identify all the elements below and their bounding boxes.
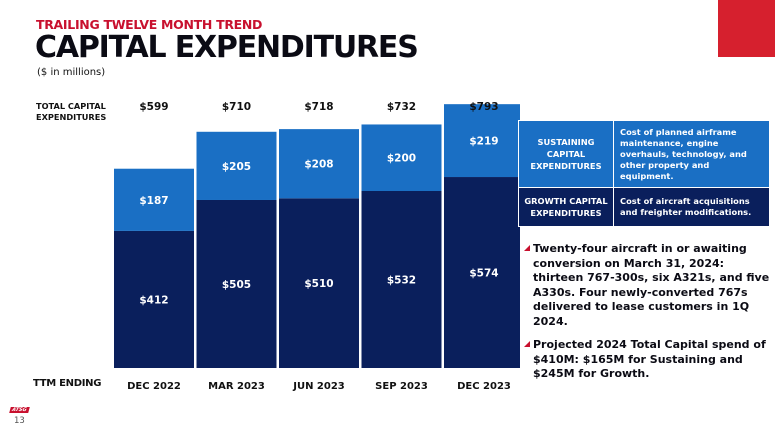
- bar-value-label-growth-0: $412: [139, 294, 168, 306]
- bar-value-label-growth-1: $505: [222, 279, 251, 291]
- category-label-1: MAR 2023: [208, 381, 265, 392]
- bar-growth-1: [196, 199, 277, 368]
- bar-sustaining-1: [196, 131, 277, 200]
- bullet-aircraft-conversions: Twenty-four aircraft in or awaiting conv…: [524, 242, 773, 330]
- bar-growth-3: [361, 191, 442, 368]
- category-label-3: SEP 2023: [375, 381, 428, 392]
- category-label-2: JUN 2023: [292, 381, 345, 392]
- bar-sustaining-2: [279, 129, 359, 199]
- category-label-4: DEC 2023: [457, 381, 511, 392]
- bar-value-label-sustaining-1: $205: [222, 161, 251, 173]
- bar-growth-0: [114, 230, 194, 368]
- category-label-0: DEC 2022: [127, 381, 181, 392]
- bullet-marker-icon: [524, 245, 530, 251]
- bullet-text: Projected 2024 Total Capital spend of $4…: [533, 338, 766, 381]
- atsg-logo: ATSG: [9, 407, 30, 413]
- legend-growth-description: Cost of aircraft acquisitions and freigh…: [613, 187, 770, 227]
- bar-value-label-sustaining-0: $187: [139, 195, 168, 207]
- legend-sustaining-label: SUSTAINING CAPITAL EXPENDITURES: [518, 120, 614, 188]
- bar-growth-2: [279, 198, 359, 368]
- corner-accent-block: [718, 0, 775, 57]
- total-value-label-2: $718: [304, 101, 333, 113]
- total-row-label: TOTAL CAPITAL EXPENDITURES: [36, 101, 111, 123]
- capex-stacked-bar-chart: $412 $187 $599 DEC 2022 $505 $205 $710 MAR 2023…: [114, 101, 520, 392]
- legend-growth-label: GROWTH CAPITAL EXPENDITURES: [518, 187, 614, 227]
- bar-value-label-sustaining-4: $219: [469, 136, 498, 148]
- units-note: ($ in millions): [37, 67, 106, 78]
- total-value-label-4: $793: [469, 101, 498, 113]
- page-number: 13: [14, 416, 25, 426]
- total-value-label-3: $732: [387, 101, 416, 113]
- bar-value-label-growth-2: $510: [304, 278, 333, 290]
- bar-sustaining-3: [361, 124, 442, 192]
- bar-sustaining-4: [444, 104, 520, 178]
- total-row-label-text: TOTAL CAPITAL EXPENDITURES: [36, 101, 107, 122]
- bar-value-label-sustaining-2: $208: [304, 159, 333, 171]
- bar-value-label-sustaining-3: $200: [387, 153, 416, 165]
- bar-growth-4: [444, 177, 520, 368]
- x-axis-label: TTM ENDING: [33, 378, 102, 389]
- slide-subtitle: TRAILING TWELVE MONTH TREND: [36, 17, 263, 32]
- bullet-text: Twenty-four aircraft in or awaiting conv…: [533, 242, 770, 328]
- total-value-label-1: $710: [222, 101, 251, 113]
- legend-row-sustaining: SUSTAINING CAPITAL EXPENDITURES Cost of …: [518, 120, 770, 188]
- bar-value-label-growth-3: $532: [387, 275, 416, 287]
- legend-row-growth: GROWTH CAPITAL EXPENDITURES Cost of airc…: [518, 187, 770, 227]
- bar-value-label-growth-4: $574: [469, 268, 498, 280]
- bullet-projected-capital: Projected 2024 Total Capital spend of $4…: [524, 338, 773, 382]
- slide-title: CAPITAL EXPENDITURES: [35, 30, 419, 65]
- bullet-marker-icon: [524, 341, 530, 347]
- legend-sustaining-description: Cost of planned airframe maintenance, en…: [613, 120, 770, 188]
- legend-table: SUSTAINING CAPITAL EXPENDITURES Cost of …: [518, 120, 770, 227]
- total-value-label-0: $599: [139, 101, 168, 113]
- bar-sustaining-0: [114, 168, 194, 231]
